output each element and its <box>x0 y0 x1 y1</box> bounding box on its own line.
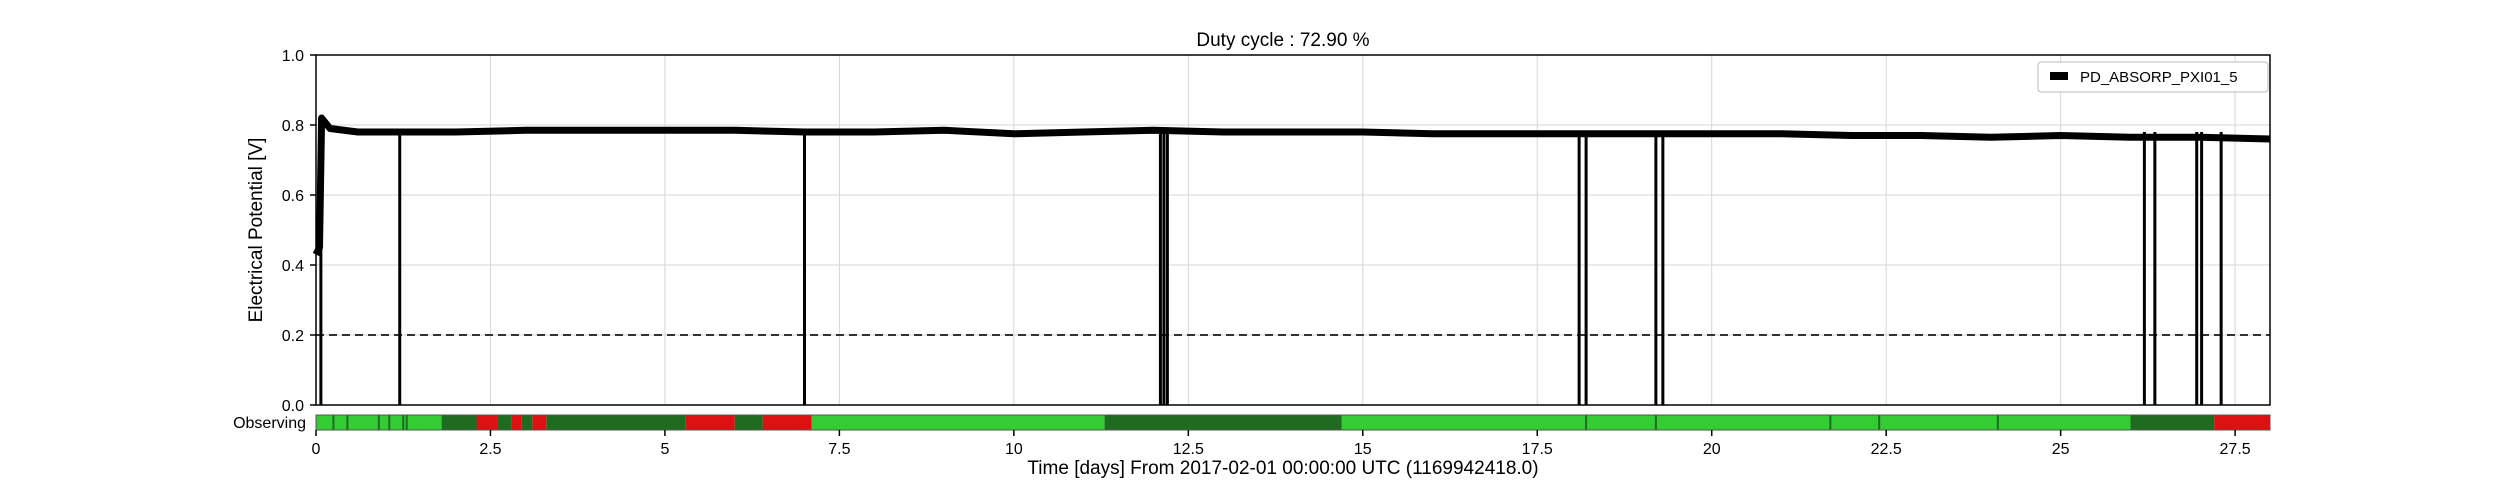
state-segment-14 <box>2130 415 2215 430</box>
state-segment-3 <box>497 415 512 430</box>
y-tick-label-5: 1.0 <box>282 48 304 65</box>
y-tick-label-0: 0.0 <box>282 398 304 415</box>
x-tick-label-11: 27.5 <box>2220 441 2251 458</box>
state-segment-2 <box>476 415 498 430</box>
x-axis-label: Time [days] From 2017-02-01 00:00:00 UTC… <box>1027 458 1538 479</box>
state-segment-12 <box>1104 415 1342 430</box>
state-segment-1 <box>441 415 477 430</box>
x-axis-ticks: 0 2.5 5 7.5 10 12.5 15 17.5 20 22.5 25 27.5 <box>312 430 2251 458</box>
series-group <box>312 114 2271 405</box>
y-tick-label-1: 0.2 <box>282 328 304 345</box>
state-segment-7 <box>546 415 686 430</box>
y-axis-ticks: 0.0 0.2 0.4 0.6 0.8 1.0 <box>282 48 316 415</box>
x-tick-label-0: 0 <box>312 441 321 458</box>
chart-title: Duty cycle : 72.90 % <box>1196 30 1369 51</box>
x-tick-label-7: 17.5 <box>1522 441 1553 458</box>
legend-label: PD_ABSORP_PXI01_5 <box>2080 69 2238 86</box>
state-segment-11 <box>811 415 1105 430</box>
y-axis-label: Electrical Potential [V] <box>246 138 267 323</box>
x-tick-label-9: 22.5 <box>1871 441 1902 458</box>
plot-frame <box>315 54 2271 406</box>
legend-box <box>2037 61 2269 93</box>
state-segment-5 <box>521 415 533 430</box>
y-tick-label-3: 0.6 <box>282 188 304 205</box>
state-bar-label: Observing <box>233 415 306 432</box>
x-tick-label-1: 2.5 <box>479 441 501 458</box>
state-segment-6 <box>532 415 547 430</box>
x-tick-label-3: 7.5 <box>828 441 850 458</box>
state-segment-4 <box>511 415 522 430</box>
x-tick-label-2: 5 <box>660 441 669 458</box>
observing-state-bar <box>315 414 2271 431</box>
state-bar-frame <box>315 414 2271 431</box>
y-tick-label-2: 0.4 <box>282 258 304 275</box>
x-tick-label-4: 10 <box>1005 441 1023 458</box>
legend: PD_ABSORP_PXI01_5 <box>2037 61 2269 93</box>
x-tick-label-5: 12.5 <box>1173 441 1204 458</box>
state-segment-8 <box>685 415 735 430</box>
plot-grid <box>315 54 2270 406</box>
state-segment-9 <box>734 415 763 430</box>
legend-swatch <box>2050 72 2068 80</box>
state-segment-10 <box>762 415 812 430</box>
series-line-0 <box>312 114 2271 257</box>
state-segment-15 <box>2214 415 2270 430</box>
x-tick-label-6: 15 <box>1354 441 1372 458</box>
x-tick-label-8: 20 <box>1703 441 1721 458</box>
x-tick-label-10: 25 <box>2052 441 2070 458</box>
y-tick-label-4: 0.8 <box>282 118 304 135</box>
state-segment-13 <box>1341 415 2131 430</box>
